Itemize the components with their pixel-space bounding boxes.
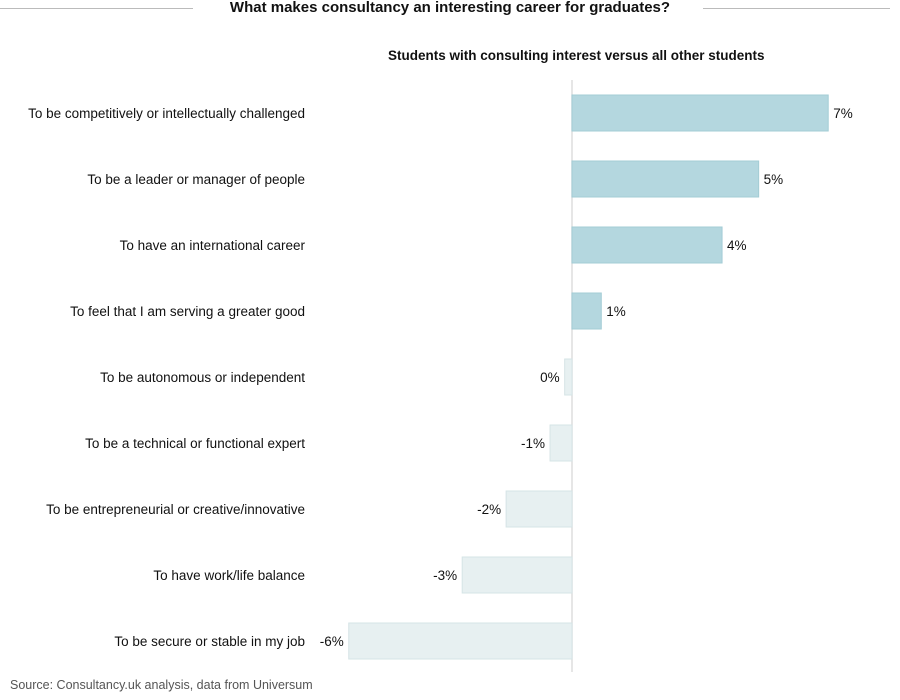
- title-rule-left: [0, 8, 193, 9]
- chart-subtitle: Students with consulting interest versus…: [388, 48, 765, 63]
- data-label: 7%: [833, 106, 853, 121]
- bar: [461, 556, 573, 594]
- data-label: 5%: [764, 172, 784, 187]
- category-label: To be autonomous or independent: [100, 370, 305, 385]
- data-label: -1%: [521, 436, 545, 451]
- data-label: 1%: [606, 304, 626, 319]
- category-label: To be entrepreneurial or creative/innova…: [46, 502, 305, 517]
- bar: [549, 424, 573, 462]
- bar: [571, 292, 602, 330]
- source-note: Source: Consultancy.uk analysis, data fr…: [10, 678, 313, 692]
- title-rule-right: [703, 8, 890, 9]
- data-label: -3%: [433, 568, 457, 583]
- category-label: To have an international career: [120, 238, 306, 253]
- bar: [571, 94, 829, 132]
- category-label: To be competitively or intellectually ch…: [28, 106, 305, 121]
- bar: [571, 160, 760, 198]
- bar: [564, 358, 573, 396]
- bar: [571, 226, 723, 264]
- data-label: 0%: [540, 370, 560, 385]
- category-label: To be a leader or manager of people: [87, 172, 305, 187]
- category-label: To have work/life balance: [153, 568, 305, 583]
- bar: [348, 622, 573, 660]
- data-label: -6%: [320, 634, 344, 649]
- data-label: -2%: [477, 502, 501, 517]
- category-label: To feel that I am serving a greater good: [70, 304, 305, 319]
- bar: [505, 490, 573, 528]
- chart-title: What makes consultancy an interesting ca…: [229, 0, 671, 16]
- category-label: To be secure or stable in my job: [114, 634, 305, 649]
- data-label: 4%: [727, 238, 747, 253]
- category-label: To be a technical or functional expert: [85, 436, 305, 451]
